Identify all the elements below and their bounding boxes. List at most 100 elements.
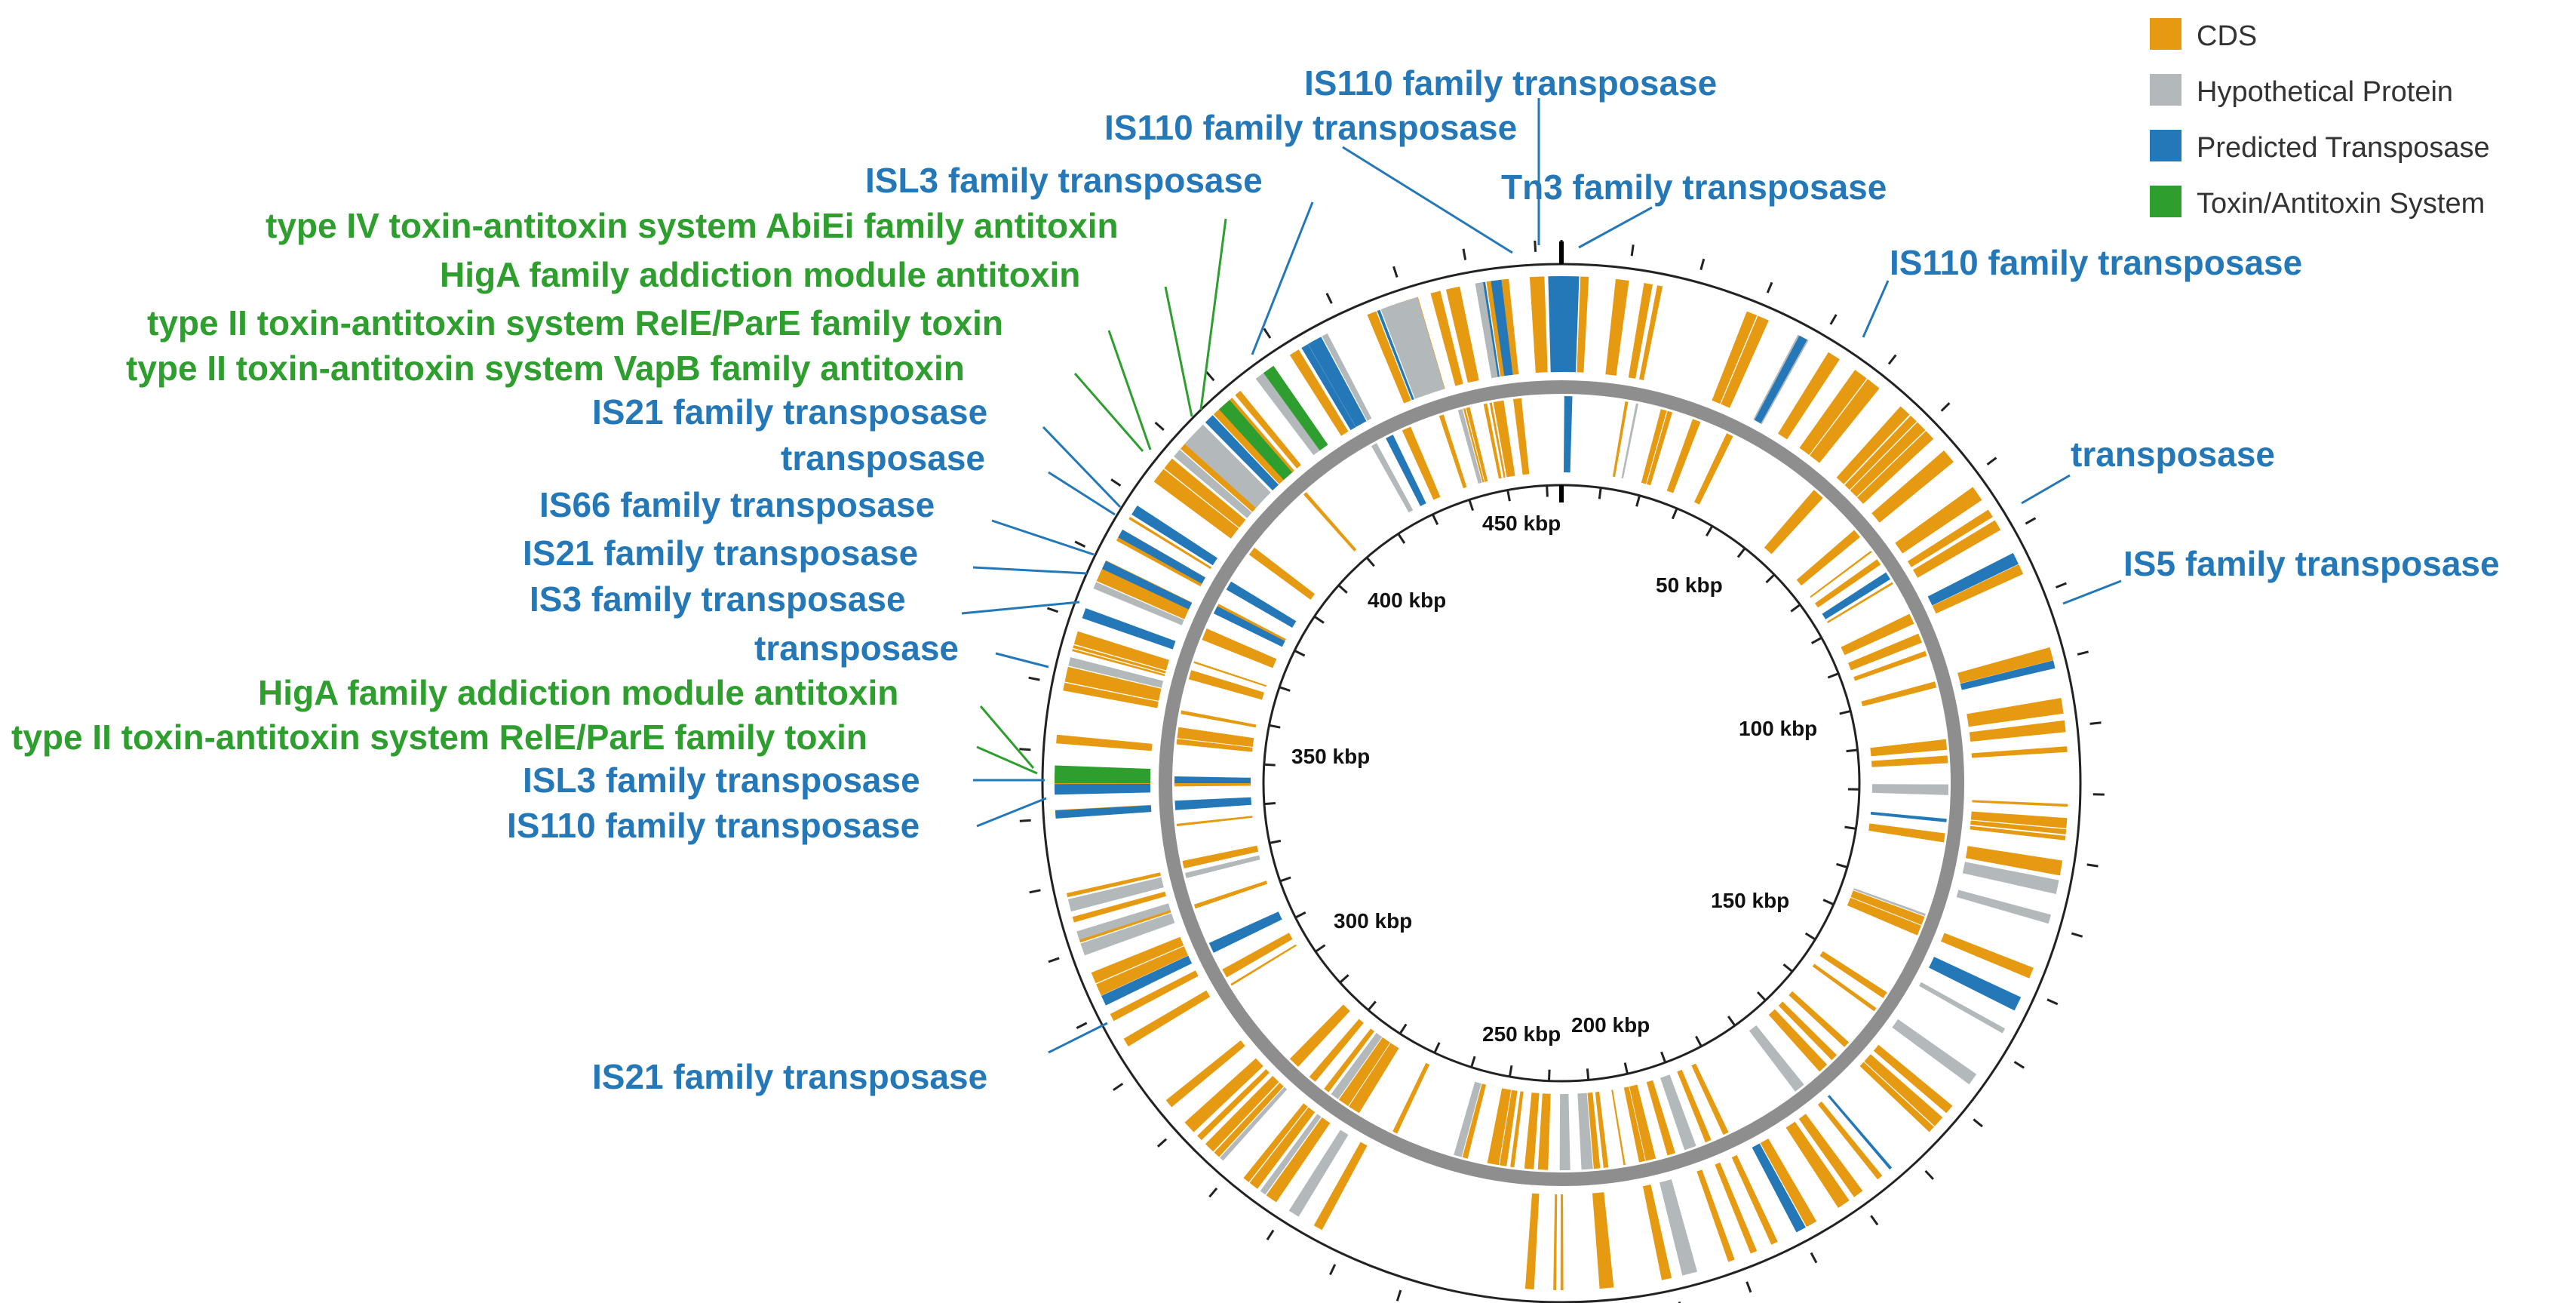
feature-arc (1859, 1062, 1934, 1132)
feature-arc (1577, 276, 1589, 373)
outer-tick (1048, 957, 1060, 963)
highlighted-feature-arc (1263, 365, 1328, 451)
feature-arc (1970, 811, 2068, 828)
feature-arc (1715, 1162, 1758, 1254)
legend-label-transposase: Predicted Transposase (2197, 132, 2490, 164)
feature-arc (1919, 982, 2006, 1034)
annotation-label: ISL3 family transposase (523, 761, 920, 800)
feature-arc (1587, 1092, 1601, 1169)
feature-arc (1870, 739, 1948, 757)
leader-line (991, 519, 1095, 556)
feature-arc (1165, 1040, 1245, 1108)
feature-arc (1712, 311, 1758, 404)
feature-arc (1493, 400, 1515, 478)
inner-tick (1279, 686, 1291, 692)
outer-tick-marks (1019, 240, 2105, 1303)
feature-arc (1810, 379, 1880, 463)
outer-tick (2089, 721, 2102, 725)
feature-arc (1185, 855, 1260, 878)
inner-tick (1736, 547, 1746, 558)
feature-arc (1871, 784, 1948, 795)
feature-arc (1322, 333, 1372, 421)
feature-arc (1956, 890, 2051, 924)
feature-arc (1827, 582, 1893, 623)
outer-tick (1699, 258, 1706, 271)
feature-arc (1666, 419, 1701, 493)
feature-arc (1367, 311, 1411, 404)
feature-arc (1764, 490, 1823, 555)
feature-arc (1628, 283, 1653, 379)
feature-arc (1392, 1062, 1430, 1134)
feature-arc (1970, 825, 2066, 840)
feature-arc (1176, 739, 1253, 752)
annotation-label: IS21 family transposase (592, 1057, 987, 1096)
feature-arc (1810, 550, 1872, 598)
feature-arc (1067, 877, 1164, 912)
feature-arc (1096, 946, 1189, 996)
inner-tick (1431, 514, 1439, 525)
leader-line (1342, 146, 1513, 254)
feature-arc (1266, 1117, 1331, 1203)
feature-arc (1592, 1192, 1614, 1289)
leader-line (979, 705, 1035, 769)
inner-tick (1269, 724, 1281, 729)
scale-label-250kbp: 250 kbp (1482, 1022, 1561, 1046)
feature-arc (1641, 409, 1667, 484)
feature-arc (1798, 1114, 1863, 1197)
highlighted-feature-arc (1174, 797, 1251, 810)
annotation-label: IS3 family transposase (530, 579, 906, 619)
feature-arc (1696, 1169, 1735, 1262)
inner-tick (1399, 1023, 1408, 1034)
feature-arc (1752, 1143, 1806, 1233)
feature-arc (1721, 315, 1769, 408)
annotation-label: Tn3 family transposase (1501, 167, 1887, 207)
leader-line (961, 601, 1080, 615)
highlighted-feature-arc (1754, 335, 1807, 424)
feature-arc (1371, 443, 1414, 513)
feature-arc (1778, 352, 1840, 440)
inner-tick (1839, 709, 1851, 715)
highlighted-feature-arc (1226, 581, 1297, 628)
feature-arc (1778, 1001, 1838, 1061)
feature-arc (1768, 1009, 1828, 1072)
feature-arc (1214, 1083, 1284, 1157)
feature-arc (1971, 746, 2068, 758)
feature-arc (1489, 402, 1506, 478)
inner-tick (1548, 1069, 1551, 1081)
feature-arc (1289, 1004, 1350, 1067)
inner-tick (1846, 748, 1858, 753)
highlighted-feature-arc (1308, 340, 1362, 427)
leader-line (1042, 426, 1122, 509)
leader-line (995, 652, 1049, 668)
feature-arc (1073, 645, 1166, 674)
inner-ring-outline (1262, 484, 1861, 1083)
leader-line (1199, 218, 1227, 410)
outer-tick (1986, 456, 1997, 466)
feature-arc (1524, 1193, 1540, 1289)
feature-arc (1197, 1069, 1270, 1141)
annotation-label: transposase (754, 628, 959, 668)
feature-arc (1096, 567, 1190, 619)
feature-arc (1853, 888, 1926, 916)
highlighted-feature-arc (1208, 911, 1282, 953)
feature-arc (1445, 286, 1479, 383)
outer-tick (1156, 1138, 1168, 1148)
leader-line (2062, 579, 2122, 605)
feature-arc (1965, 846, 2063, 876)
scale-label-150kbp: 150 kbp (1711, 889, 1789, 912)
feature-arc (1836, 406, 1910, 484)
leader-lines (961, 98, 2122, 1054)
feature-arc (1064, 666, 1162, 701)
feature-arc (1073, 631, 1169, 671)
highlighted-feature-arc (1548, 275, 1561, 373)
outer-tick (1392, 266, 1399, 278)
outer-tick (1076, 1022, 1088, 1029)
feature-arc (1164, 458, 1246, 528)
feature-arc (1560, 1194, 1564, 1291)
outer-tick (2025, 517, 2037, 525)
annotation-label: type II toxin-antitoxin system RelE/ParE… (147, 303, 1003, 343)
highlighted-feature-arc (1219, 400, 1293, 481)
feature-arc (1205, 1075, 1279, 1152)
outer-tick (1110, 478, 1122, 487)
feature-arc (1349, 1043, 1399, 1114)
